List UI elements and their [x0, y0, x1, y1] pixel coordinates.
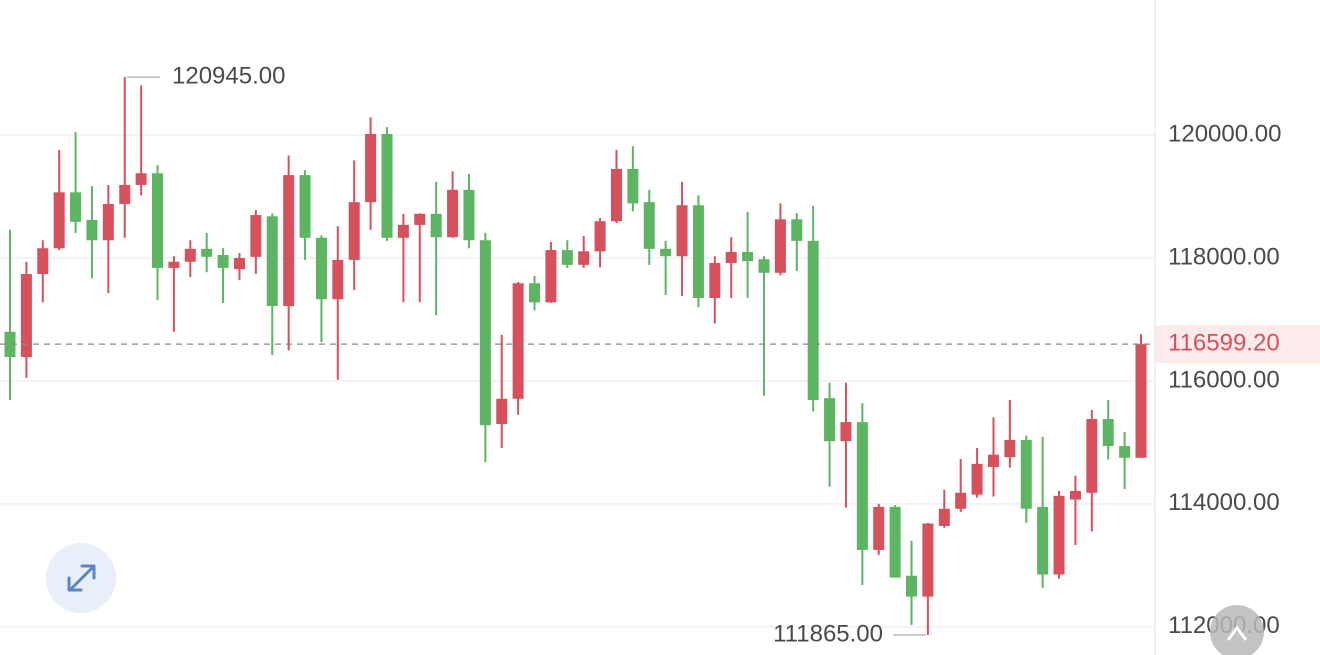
candle-body: [938, 508, 950, 526]
candle-body: [315, 237, 327, 300]
candle-body: [1020, 439, 1032, 509]
candle-body: [676, 205, 688, 257]
last-price-label: 116599.20: [1168, 329, 1280, 356]
candle-body: [627, 168, 639, 204]
candle-body: [233, 258, 245, 270]
candle-body: [1053, 495, 1065, 575]
y-tick-label: 120000.00: [1168, 121, 1281, 148]
candle-body: [922, 523, 934, 597]
candle-body: [643, 202, 655, 249]
candle-body: [692, 205, 704, 299]
candle-body: [906, 575, 918, 597]
candle-body: [299, 175, 311, 238]
max-label: 120945.00: [172, 62, 285, 89]
expand-button[interactable]: [46, 543, 116, 613]
candle-body: [365, 133, 377, 203]
y-tick-label: 118000.00: [1168, 243, 1280, 270]
candle-body: [152, 173, 164, 268]
candle-body: [37, 248, 49, 275]
candle-body: [430, 213, 442, 238]
candle-body: [840, 422, 852, 442]
candle-body: [512, 283, 524, 399]
candle-body: [479, 240, 491, 426]
last-price-box: [1155, 325, 1320, 364]
candle-body: [807, 240, 819, 401]
candle-body: [20, 274, 32, 357]
candle-body: [610, 168, 622, 222]
candle-body: [266, 216, 278, 306]
candle-body: [332, 259, 344, 300]
expand-icon[interactable]: [67, 564, 96, 592]
y-tick-label: 114000.00: [1168, 489, 1280, 516]
candle-body: [971, 463, 983, 495]
candle-body: [135, 173, 147, 185]
candle-body: [348, 202, 360, 260]
candle-body: [545, 250, 557, 303]
candle-body: [217, 254, 229, 268]
candle-body: [70, 192, 82, 222]
candle-body: [86, 219, 98, 241]
candle-body: [463, 189, 475, 241]
candle-body: [856, 422, 868, 550]
candle-body: [201, 248, 213, 257]
candle-body: [873, 506, 885, 550]
candle-body: [414, 213, 426, 225]
candle-body: [496, 398, 508, 424]
candle-body: [447, 189, 459, 238]
candle-body: [1119, 446, 1131, 458]
candle-body: [987, 454, 999, 467]
candle-body: [955, 492, 967, 509]
candle-body: [1069, 490, 1081, 500]
scroll-button[interactable]: [1210, 605, 1264, 655]
candle-body: [381, 133, 393, 238]
candle-body: [791, 219, 803, 241]
candle-body: [250, 215, 262, 257]
candles: [4, 77, 1147, 636]
candle-body: [594, 221, 606, 252]
candle-body: [102, 203, 114, 241]
candle-body: [774, 219, 786, 273]
candle-body: [4, 331, 16, 357]
min-label: 111865.00: [773, 620, 883, 647]
candle-body: [561, 250, 573, 265]
candle-body: [824, 398, 836, 442]
candle-body: [889, 506, 901, 578]
candle-body: [119, 184, 131, 204]
candle-body: [1135, 344, 1147, 458]
grid: 120000.00118000.00116000.00114000.001120…: [0, 121, 1281, 639]
candle-body: [578, 251, 590, 265]
candle-body: [529, 283, 541, 303]
candle-body: [660, 248, 672, 257]
candle-body: [168, 261, 180, 268]
candle-body: [1004, 439, 1016, 458]
candle-body: [184, 248, 196, 262]
candle-body: [397, 224, 409, 238]
candle-body: [1086, 419, 1098, 493]
overlay: 116599.20 120945.00 111865.00: [0, 62, 1320, 647]
candle-body: [1037, 506, 1049, 575]
candle-body: [742, 251, 754, 262]
y-tick-label: 116000.00: [1168, 366, 1280, 393]
candle-body: [283, 175, 295, 306]
candle-body: [758, 259, 770, 273]
candle-body: [725, 251, 737, 263]
candle-body: [709, 262, 721, 299]
scroll-icon[interactable]: [1226, 625, 1248, 641]
candle-body: [53, 192, 65, 249]
candle-body: [1102, 419, 1114, 447]
